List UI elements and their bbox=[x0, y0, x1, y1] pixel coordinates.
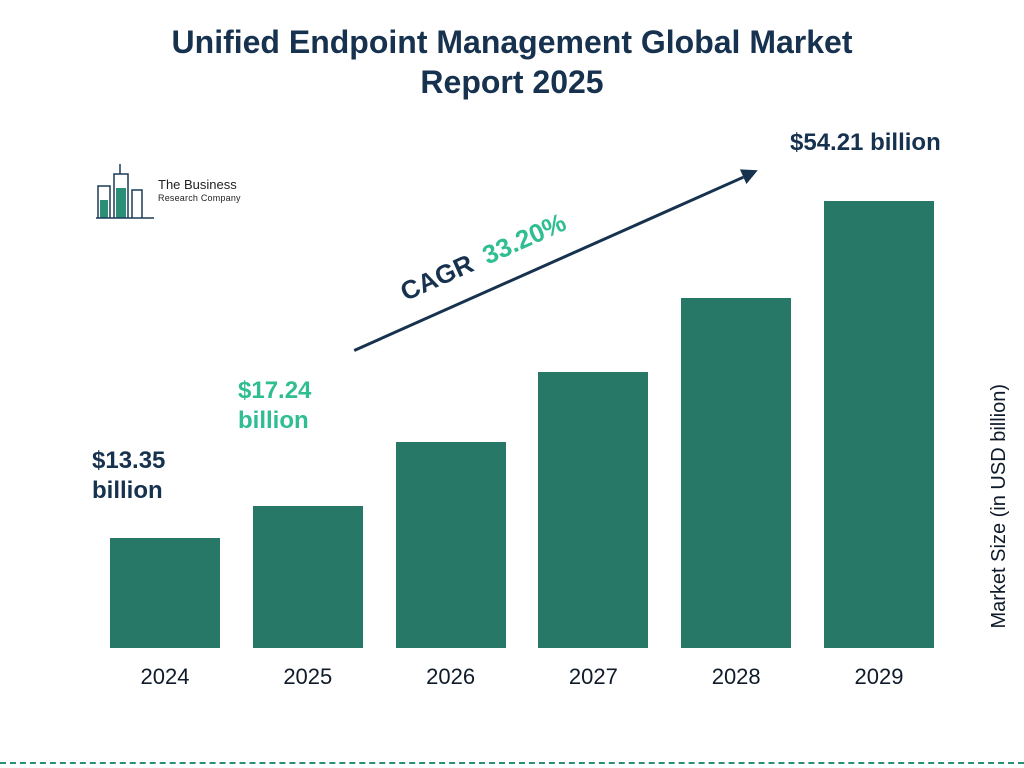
chart-title-line1: Unified Endpoint Management Global Marke… bbox=[0, 22, 1024, 62]
data-label-2025: $17.24 billion bbox=[238, 376, 311, 436]
chart-canvas: Unified Endpoint Management Global Marke… bbox=[0, 0, 1024, 768]
y-axis-label: Market Size (in USD billion) bbox=[989, 384, 1012, 629]
x-tick-label: 2026 bbox=[386, 664, 516, 690]
data-label-2024-unit: billion bbox=[92, 476, 165, 506]
bar bbox=[681, 298, 791, 648]
x-tick-label: 2025 bbox=[243, 664, 373, 690]
x-axis-labels: 2024 2025 2026 2027 2028 2029 bbox=[90, 664, 954, 690]
x-tick-label: 2028 bbox=[671, 664, 801, 690]
bar bbox=[396, 442, 506, 648]
x-tick-label: 2024 bbox=[100, 664, 230, 690]
bar-slot bbox=[671, 170, 801, 648]
data-label-2025-value: $17.24 bbox=[238, 376, 311, 406]
x-tick-label: 2027 bbox=[528, 664, 658, 690]
bottom-divider bbox=[0, 762, 1024, 764]
bar bbox=[824, 201, 934, 648]
baseline bbox=[90, 647, 954, 648]
data-label-2024-value: $13.35 bbox=[92, 446, 165, 476]
chart-title-line2: Report 2025 bbox=[0, 62, 1024, 102]
chart-title: Unified Endpoint Management Global Marke… bbox=[0, 22, 1024, 102]
data-label-2024: $13.35 billion bbox=[92, 446, 165, 506]
data-label-2025-unit: billion bbox=[238, 406, 311, 436]
x-tick-label: 2029 bbox=[814, 664, 944, 690]
bar bbox=[538, 372, 648, 648]
bar bbox=[110, 538, 220, 648]
data-label-2029: $54.21 billion bbox=[790, 128, 941, 158]
bar-slot bbox=[100, 170, 230, 648]
bar-slot bbox=[814, 170, 944, 648]
bar bbox=[253, 506, 363, 648]
